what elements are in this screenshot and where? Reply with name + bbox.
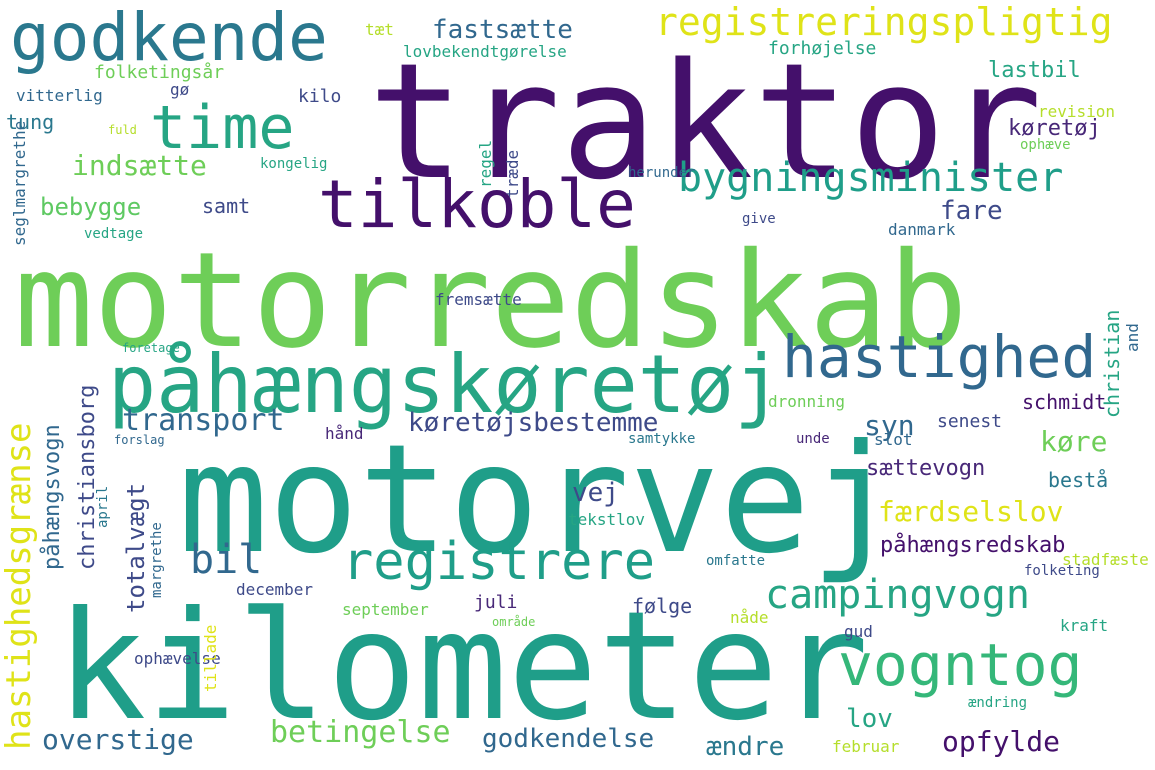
word: hastighed [782, 323, 1097, 391]
word: unde [796, 431, 830, 447]
word: kilo [298, 86, 342, 107]
word: folketingsår [94, 62, 225, 83]
word: schmidt [1022, 390, 1107, 414]
word: område [492, 615, 536, 629]
word: færdselslov [878, 495, 1064, 528]
word: samt [202, 194, 251, 218]
word: samtykke [628, 431, 696, 447]
word: revision [1038, 102, 1116, 121]
word: herunder [628, 165, 696, 181]
word: motorvej [178, 413, 901, 587]
word: time [150, 93, 295, 163]
word: ændring [968, 695, 1028, 711]
word: følge [632, 594, 693, 618]
word: registrere [342, 532, 656, 592]
word: christiansborg [75, 384, 100, 570]
word: tæt [365, 20, 394, 39]
word: indsætte [72, 149, 207, 182]
word: kilometer [56, 580, 869, 754]
word: give [742, 211, 776, 227]
word: omfatte [706, 553, 766, 569]
word: påhængsvogn [40, 424, 65, 570]
word: forslag [114, 433, 165, 447]
word: registreringspligtig [655, 0, 1113, 44]
word: december [236, 580, 314, 599]
word: campingvogn [765, 572, 1030, 618]
word: christian [1100, 309, 1124, 418]
word: gud [844, 622, 873, 641]
word: godkendelse [482, 724, 655, 754]
word: foretage [122, 341, 180, 355]
word: regel [476, 139, 495, 188]
word: bestå [1048, 468, 1109, 492]
word: bygningsminister [678, 155, 1064, 201]
word: dronning [768, 392, 846, 411]
word: opfylde [942, 725, 1061, 758]
word: påhængskøretøj [108, 338, 783, 431]
word: slot [874, 430, 913, 449]
word: godkende [10, 0, 328, 76]
word: forhøjelse [768, 38, 877, 59]
word: lov [846, 704, 893, 734]
word: køretøjsbestemme [408, 408, 659, 438]
word: transport [122, 403, 285, 438]
word: påhængsredskab [880, 533, 1066, 558]
word: kraft [1060, 616, 1109, 635]
word: traktor [368, 28, 1043, 215]
word: syn [864, 409, 915, 442]
word: gø [170, 80, 190, 99]
word: ophæve [1020, 137, 1071, 153]
word: overstige [42, 723, 194, 756]
word: vej [572, 478, 619, 508]
word: fare [940, 196, 1003, 226]
word: danmark [888, 220, 956, 239]
word: nåde [730, 608, 769, 627]
word: tekstlov [568, 510, 646, 529]
word: hastighedsgrænse [0, 422, 39, 750]
word: bil [190, 537, 263, 583]
word: kongelig [260, 156, 328, 172]
word: betingelse [270, 715, 451, 750]
word: and [1123, 323, 1142, 352]
word: lovbekendtgørelse [403, 42, 567, 61]
word: september [342, 600, 429, 619]
word: tung [6, 110, 55, 134]
word: køretøj [1008, 116, 1101, 141]
word: køre [1040, 425, 1108, 458]
word: margrethe [149, 522, 165, 598]
word: vedtage [84, 226, 144, 242]
word: ophævelse [134, 649, 221, 668]
word: lastbil [988, 58, 1081, 83]
word: tillade [201, 624, 220, 692]
word: april [95, 485, 111, 528]
word: fastsætte [432, 15, 573, 45]
word: folketing [1024, 563, 1100, 579]
word: ændre [706, 732, 785, 762]
word: fuld [108, 123, 137, 137]
word: senest [937, 411, 1003, 432]
word: seglmargrethe [10, 120, 29, 246]
word: vitterlig [16, 86, 103, 105]
word: bebygge [40, 193, 142, 221]
word: tilkoble [318, 166, 636, 243]
word: hånd [325, 424, 364, 443]
word: fremsætte [435, 290, 522, 309]
word: træde [503, 149, 522, 198]
word: stadfæste [1062, 550, 1149, 569]
word: totalvægt [122, 482, 150, 613]
word: juli [474, 592, 518, 613]
word: motorredskab [14, 224, 968, 378]
word: sættevogn [866, 456, 986, 481]
word: vogntog [838, 631, 1083, 699]
word: februar [832, 737, 900, 756]
